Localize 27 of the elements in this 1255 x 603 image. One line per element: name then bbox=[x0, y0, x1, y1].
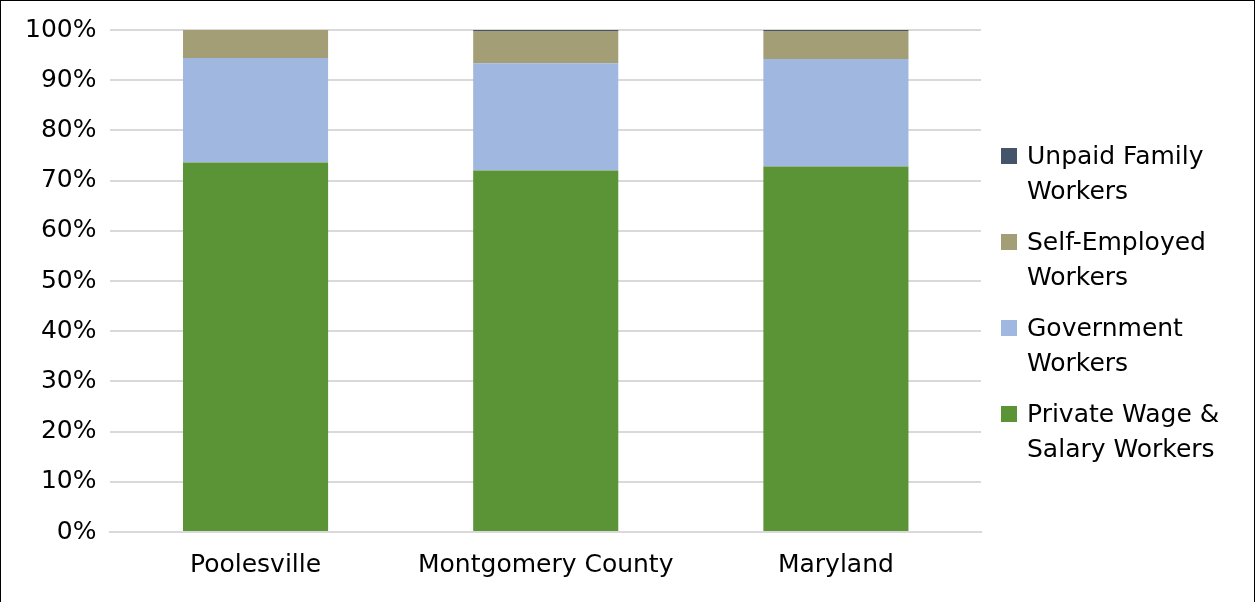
y-tick-label: 20% bbox=[40, 415, 97, 445]
y-tick-label: 0% bbox=[56, 515, 97, 545]
legend-label: Private Wage & Salary Workers bbox=[1027, 397, 1221, 465]
y-tick-label: 80% bbox=[40, 113, 97, 143]
bar bbox=[473, 63, 619, 171]
x-tick-label: Poolesville bbox=[189, 548, 322, 578]
bar bbox=[763, 59, 909, 167]
bar bbox=[763, 31, 909, 60]
y-tick-label: 30% bbox=[40, 364, 97, 394]
x-tick-label: Montgomery County bbox=[418, 548, 674, 578]
legend-label: Unpaid Family Workers bbox=[1027, 139, 1205, 207]
bar bbox=[763, 166, 909, 531]
x-tick-label: Maryland bbox=[777, 548, 894, 578]
y-tick-label: 90% bbox=[40, 63, 97, 93]
legend-label: Self-Employed Workers bbox=[1027, 225, 1207, 293]
y-tick-label: 100% bbox=[24, 13, 97, 43]
y-tick-label: 40% bbox=[40, 314, 97, 344]
bar bbox=[473, 31, 619, 64]
bar bbox=[183, 58, 329, 163]
bar bbox=[183, 162, 329, 531]
y-tick-label: 50% bbox=[40, 264, 97, 294]
y-tick-label: 70% bbox=[40, 164, 97, 194]
bar bbox=[473, 170, 619, 531]
y-tick-label: 60% bbox=[40, 214, 97, 244]
legend-label: Government Workers bbox=[1027, 311, 1184, 379]
bar bbox=[183, 30, 329, 59]
y-tick-label: 10% bbox=[40, 465, 97, 495]
